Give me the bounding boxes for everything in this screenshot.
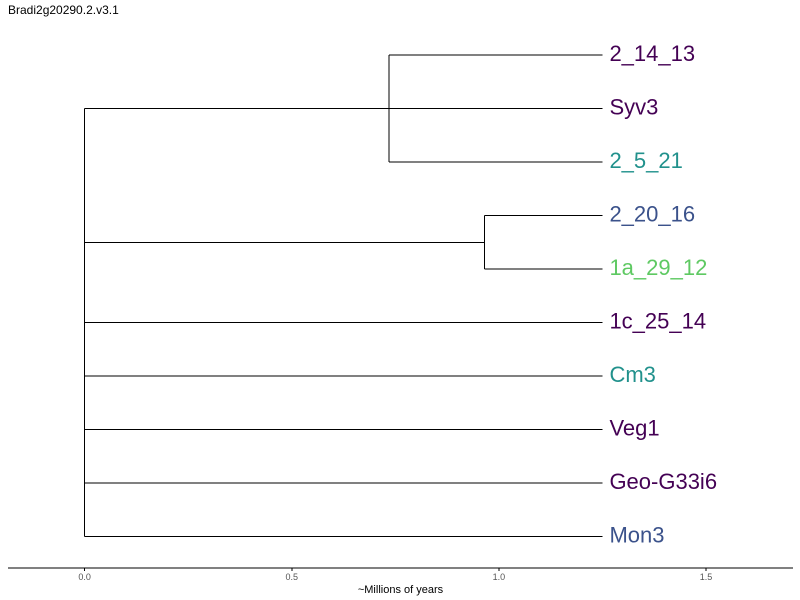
tip-label: Mon3 <box>609 522 664 547</box>
x-axis: 0.0 0.5 1.0 1.5 ~Millions of years <box>8 567 793 596</box>
tip-label: 1a_29_12 <box>609 255 707 280</box>
x-axis-tick-label: 1.0 <box>493 572 506 582</box>
tip-label: 2_14_13 <box>609 41 695 66</box>
tip-label: Syv3 <box>609 94 658 119</box>
tree-branches <box>84 54 603 537</box>
tip-label: 2_5_21 <box>609 148 682 173</box>
tip-label: 1c_25_14 <box>609 308 706 333</box>
tip-label: 2_20_16 <box>609 201 695 226</box>
page-title: Bradi2g20290.2.v3.1 <box>8 3 119 17</box>
tip-label: Cm3 <box>609 362 655 387</box>
tip-labels: 2_14_13 Syv3 2_5_21 2_20_16 1a_29_12 1c_25_14… <box>609 41 717 548</box>
x-axis-title: ~Millions of years <box>358 584 444 596</box>
tip-label: Veg1 <box>609 415 659 440</box>
x-axis-tick-label: 0.5 <box>286 572 299 582</box>
x-axis-tick-label: 0.0 <box>78 572 91 582</box>
x-axis-tick-label: 1.5 <box>700 572 713 582</box>
x-axis-ticks: 0.0 0.5 1.0 1.5 <box>78 568 712 582</box>
tip-label: Geo-G33i6 <box>609 469 717 494</box>
